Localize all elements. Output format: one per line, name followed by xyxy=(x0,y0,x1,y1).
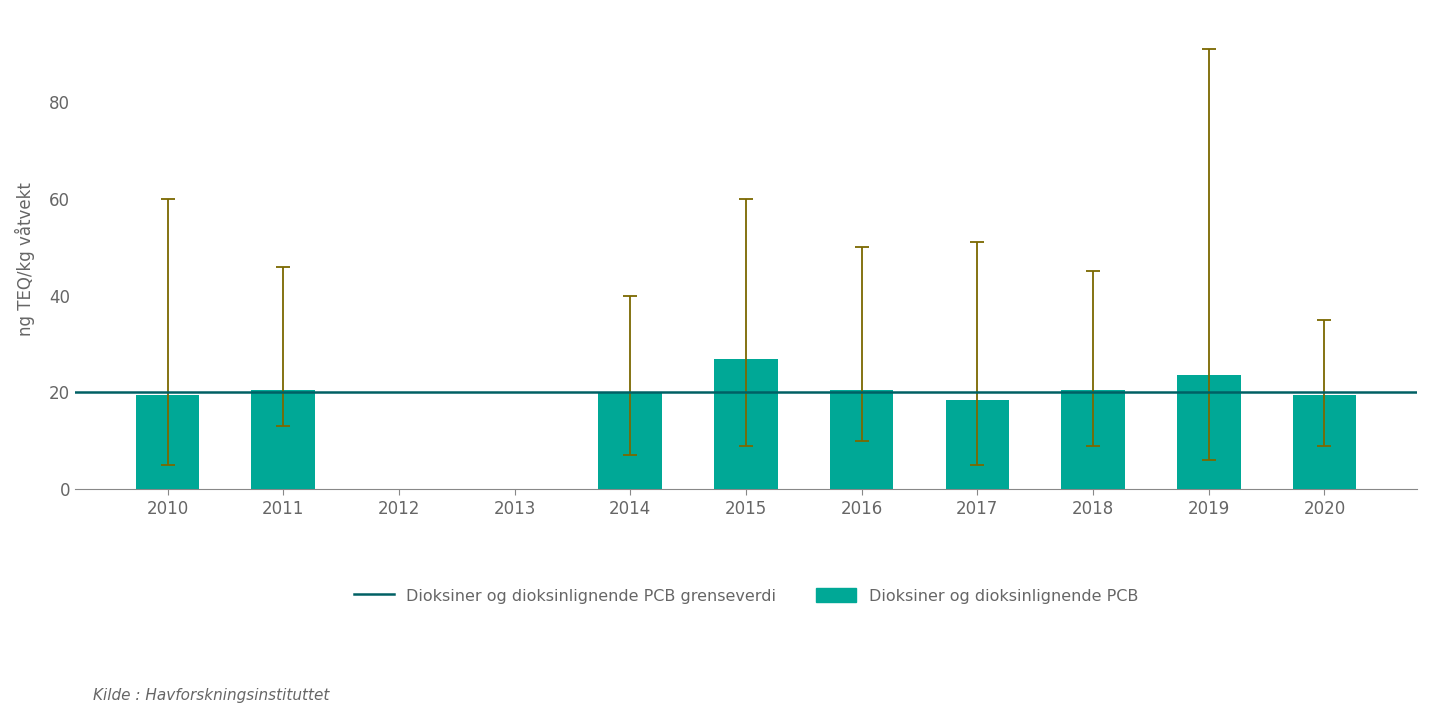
Y-axis label: ng TEQ/kg våtvekt: ng TEQ/kg våtvekt xyxy=(14,183,34,336)
Bar xyxy=(599,392,662,489)
Bar xyxy=(1061,390,1126,489)
Bar xyxy=(136,395,199,489)
Bar xyxy=(252,390,315,489)
Bar xyxy=(831,390,894,489)
Bar xyxy=(1177,376,1240,489)
Bar xyxy=(945,399,1010,489)
Bar xyxy=(1293,395,1356,489)
Text: Kilde : Havforskningsinstituttet: Kilde : Havforskningsinstituttet xyxy=(93,687,329,703)
Bar xyxy=(715,359,778,489)
Legend: Dioksiner og dioksinlignende PCB grenseverdi, Dioksiner og dioksinlignende PCB: Dioksiner og dioksinlignende PCB grensev… xyxy=(347,581,1144,610)
